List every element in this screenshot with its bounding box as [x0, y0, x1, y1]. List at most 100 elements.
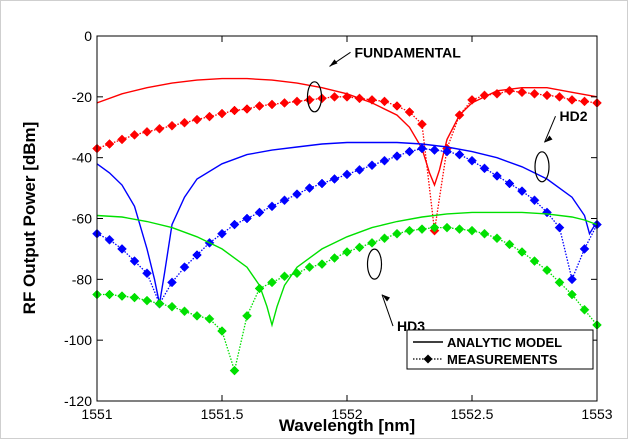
hd2-measurement-marker — [442, 146, 452, 157]
hd2-measurement-marker — [492, 171, 502, 181]
hd2-measurement-marker — [467, 155, 477, 166]
hd2-model-line — [96, 141, 598, 304]
fundamental-measurement-marker — [229, 105, 240, 116]
annotation-arrowhead — [544, 135, 553, 143]
hd3-measurement-marker — [242, 310, 252, 321]
legend-box — [406, 329, 594, 370]
hd2-measurement-marker — [517, 186, 527, 196]
axes-layer: 1551 1551.5 1552 1552.5 1553 0 -20 -40 -60 -80 -10… — [64, 28, 613, 422]
hd2-measurement-marker — [229, 219, 240, 230]
x-axis-label: Wavelength [nm] — [279, 416, 415, 435]
fundamental-measurement-marker — [342, 91, 352, 102]
hd2-measurement-marker — [417, 143, 427, 154]
y-tick-label: -100 — [64, 332, 92, 348]
hd2-measurement-marker — [317, 178, 327, 189]
series-layer — [92, 77, 602, 376]
fundamental-measurement-marker — [417, 119, 427, 130]
fundamental-measurement-marker — [567, 95, 577, 105]
fundamental-measurement-marker — [117, 134, 127, 145]
fundamental-measurement-marker — [392, 101, 402, 111]
y-tick-label: -80 — [72, 271, 92, 287]
hd3-measurement-marker — [454, 224, 465, 234]
x-tick-label: 1553 — [581, 406, 612, 422]
hd2-measurement-marker — [567, 274, 577, 285]
hd3-measurement-marker — [367, 237, 377, 248]
annotation-pointer — [544, 115, 556, 143]
hd3-measurement-marker — [304, 262, 315, 273]
hd3-model-line — [96, 211, 598, 328]
fundamental-measurement-marker — [579, 96, 590, 107]
fundamental-measurement-marker — [167, 120, 177, 131]
fundamental-measurement-marker — [404, 107, 415, 117]
annotation-ellipse — [534, 151, 550, 183]
hd3-measurement-marker — [404, 225, 415, 236]
fundamental-measurement-marker — [529, 88, 540, 99]
fundamental-measurement-marker — [517, 87, 527, 98]
hd3-measurement-marker — [442, 222, 452, 233]
hd2-measurement-marker — [179, 262, 190, 273]
fundamental-measurement-marker — [504, 85, 515, 96]
hd3-measurement-marker — [342, 247, 352, 257]
hd3-measurement-marker — [117, 291, 127, 301]
fundamental-measurement-marker — [267, 99, 277, 110]
fundamental-model-line — [96, 77, 598, 188]
fundamental-measurement-marker — [242, 104, 252, 114]
hd3-measurement-marker — [254, 283, 265, 294]
fundamental-measurement-marker — [329, 91, 340, 102]
legend: ANALYTIC MODEL MEASUREMENTS — [406, 329, 594, 370]
hd2-measurement-marker — [142, 268, 152, 279]
fundamental-measurement-marker — [142, 126, 152, 137]
fundamental-measurement-marker — [467, 95, 477, 105]
hd2-measurement-marker — [429, 145, 440, 155]
fundamental-measurement-marker — [379, 96, 390, 107]
hd3-measurement-marker — [167, 301, 177, 312]
hd2-measurement-marker — [504, 178, 515, 189]
y-tick-label: -120 — [64, 393, 92, 409]
y-tick-label: -40 — [72, 150, 92, 166]
hd2-measurement-marker — [579, 244, 590, 254]
hd3-measurement-marker — [392, 228, 402, 239]
hd2-measurement-marker — [479, 163, 490, 174]
fundamental-measurement-marker — [192, 114, 202, 125]
annotation-pointer — [381, 294, 394, 327]
hd2-measurement-marker — [454, 149, 465, 160]
hd3-measurement-marker — [504, 239, 515, 250]
hd3-measurement-marker — [154, 298, 165, 309]
hd3-measurement-marker — [542, 265, 552, 276]
annotation-ellipse — [306, 81, 323, 113]
fundamental-measurement-marker — [354, 93, 365, 104]
fundamental-measurement-marker — [292, 96, 302, 107]
hd2-measurement-marker — [167, 277, 177, 288]
legend-swatch-diamond — [423, 354, 433, 364]
hd3-measurement-marker — [417, 224, 427, 234]
hd3-measurement-marker — [317, 259, 327, 269]
hd2-measurement-marker — [304, 183, 315, 193]
fundamental-measurement-marker — [217, 108, 227, 119]
hd2-measurement-marker — [379, 155, 390, 166]
hd3-measurement-marker — [529, 256, 540, 266]
fundamental-measurement-marker — [492, 88, 502, 99]
annotation-ellipse — [366, 248, 383, 280]
y-tick-label: -60 — [72, 211, 92, 227]
hd3-measurement-marker — [104, 289, 115, 300]
hd2-measurement-marker — [129, 256, 140, 266]
hd3-measurement-marker — [204, 314, 215, 324]
fundamental-measurement-marker — [254, 101, 265, 111]
hd3-measurement-marker — [354, 242, 365, 253]
x-tick-label: 1552.5 — [451, 406, 494, 422]
hd2-measurement-marker — [292, 189, 302, 200]
legend-label: MEASUREMENTS — [447, 352, 558, 367]
hd3-measurement-marker — [467, 225, 477, 236]
hd2-measurement-marker — [104, 234, 115, 245]
hd3-measurement-marker — [492, 233, 502, 244]
hd3-measurement-marker — [229, 365, 240, 376]
hd2-measurement-marker — [367, 160, 377, 171]
fundamental-measurement-marker — [279, 98, 290, 108]
hd3-measurement-marker — [217, 326, 227, 336]
hd2-measurement-marker — [404, 146, 415, 157]
fundamental-measurement-marker — [454, 110, 465, 120]
hd3-measurement-marker — [179, 306, 190, 317]
hd2-measurement-marker — [392, 151, 402, 161]
